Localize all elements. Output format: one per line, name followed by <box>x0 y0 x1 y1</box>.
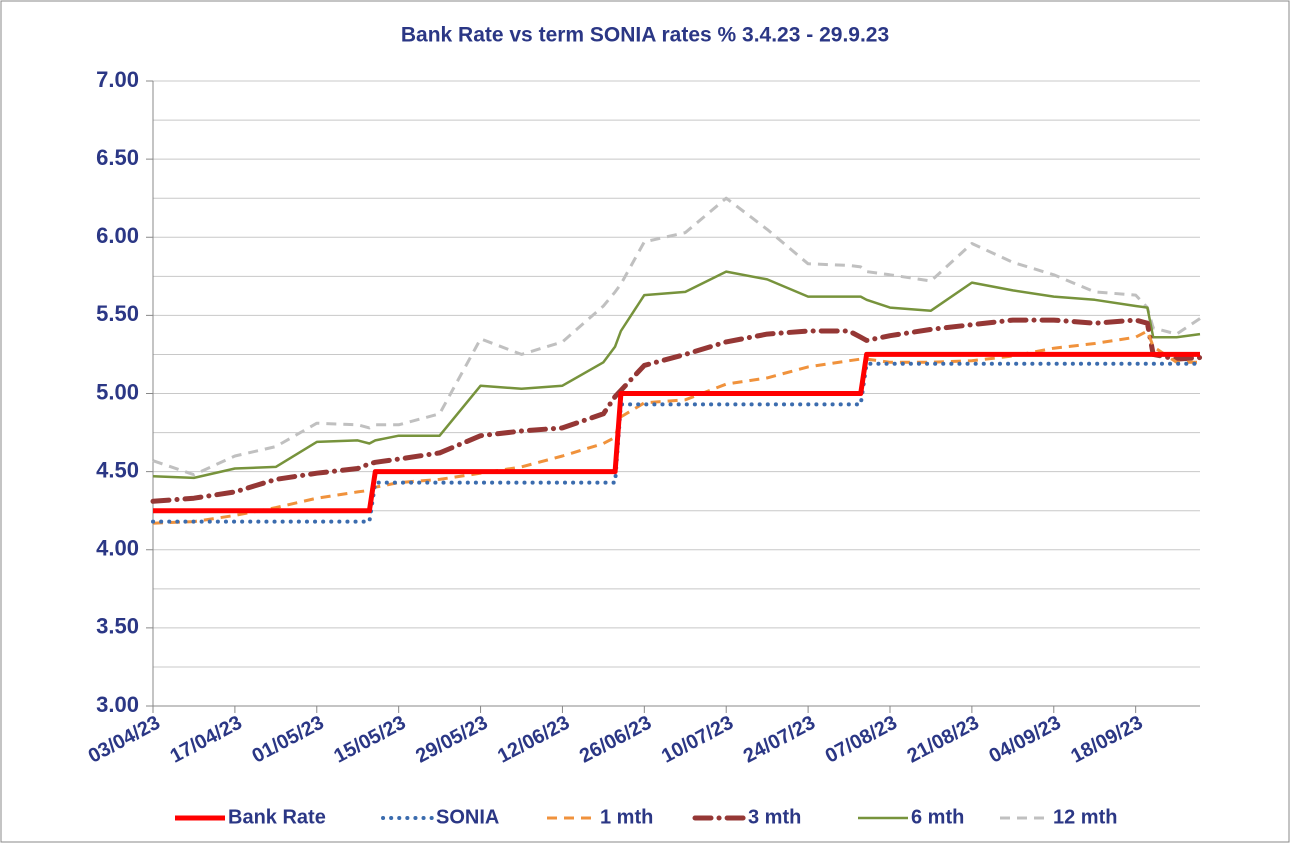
chart-title: Bank Rate vs term SONIA rates % 3.4.23 -… <box>401 24 889 47</box>
y-tick-label: 4.50 <box>96 457 139 482</box>
series-line <box>153 351 1200 514</box>
y-tick-label: 6.50 <box>96 145 139 170</box>
series-line <box>152 270 1201 480</box>
y-tick-label: 3.50 <box>96 614 139 639</box>
legend-label: 3 mth <box>748 806 801 828</box>
legend-label: Bank Rate <box>228 806 326 828</box>
legend-label: 12 mth <box>1053 806 1117 828</box>
y-tick-label: 7.00 <box>96 67 139 92</box>
series-line <box>152 329 1200 525</box>
y-tick-label: 3.00 <box>96 692 139 717</box>
series-line <box>150 317 1203 504</box>
legend-label: SONIA <box>436 806 499 828</box>
y-tick-label: 4.00 <box>96 536 139 561</box>
y-tick-label: 5.00 <box>96 379 139 404</box>
series-line <box>152 196 1201 477</box>
y-tick-label: 6.00 <box>96 223 139 248</box>
legend-label: 6 mth <box>911 806 964 828</box>
legend-label: 1 mth <box>600 806 653 828</box>
y-tick-label: 5.50 <box>96 301 139 326</box>
series-line <box>151 361 1202 524</box>
